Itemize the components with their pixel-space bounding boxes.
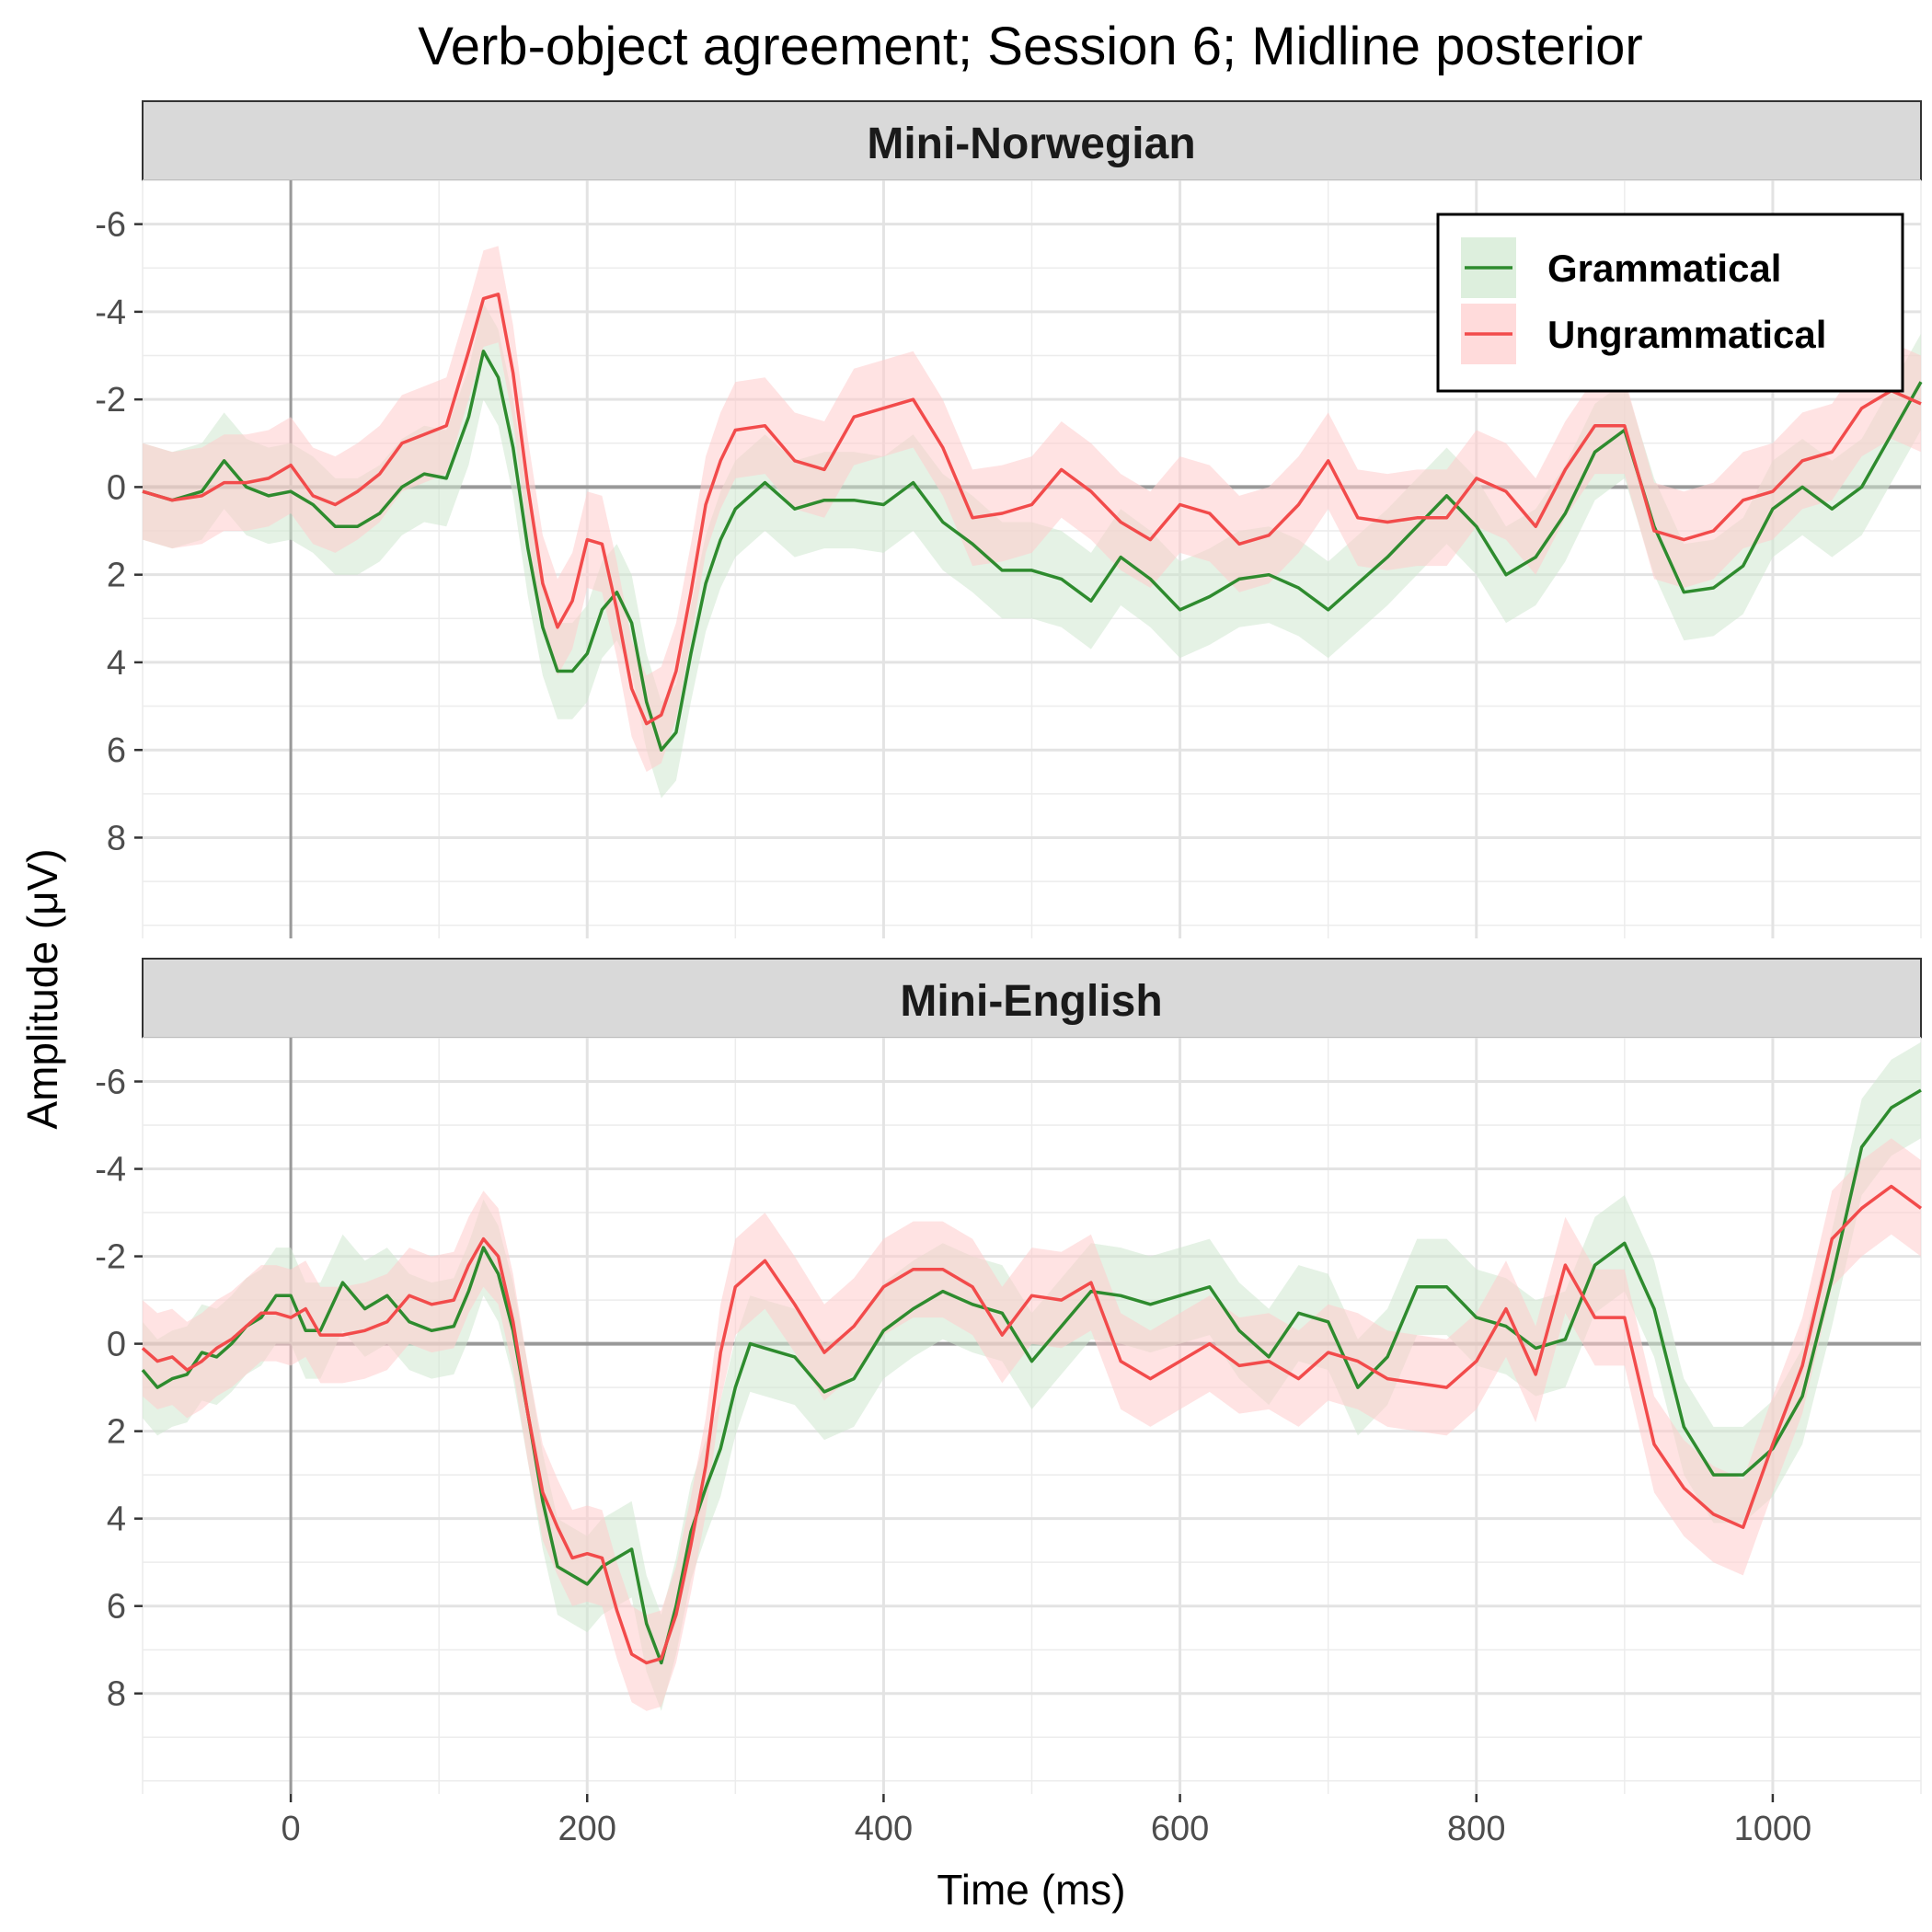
y-tick-label: -6	[95, 1064, 126, 1102]
ci-band-ungrammatical	[143, 1138, 1921, 1711]
strip-norwegian	[142, 100, 1922, 181]
lines-english	[141, 1088, 1923, 1665]
y-tick-label: -2	[95, 1238, 126, 1277]
strip-label-norwegian: Mini-Norwegian	[867, 120, 1195, 168]
y-tick-label: 4	[107, 644, 126, 683]
y-ticks-norwegian: -6 -4 -2 0 2 4 6 8	[95, 206, 143, 857]
y-axis-title: Amplitude (μV)	[18, 848, 66, 1129]
y-tick-label: 2	[107, 557, 126, 595]
x-tick-label: 0	[282, 1810, 301, 1848]
bands-english	[143, 1041, 1921, 1711]
y-tick-label: 6	[107, 731, 126, 770]
strip-label-english: Mini-English	[900, 977, 1162, 1026]
lines-norwegian	[142, 293, 1923, 752]
y-tick-label: -4	[95, 293, 126, 332]
x-tick-label: 600	[1151, 1810, 1209, 1848]
y-tick-label: 0	[107, 1326, 126, 1364]
series-line-ungrammatical	[142, 293, 1922, 726]
y-tick-label: 4	[107, 1501, 126, 1539]
strip-english	[142, 958, 1922, 1039]
y-tick-label: -2	[95, 381, 126, 420]
panel-english: Mini-English -6 -4 -2 0 2 4 6 8	[95, 958, 1923, 1794]
chart-title: Verb-object agreement; Session 6; Midlin…	[418, 17, 1642, 76]
x-axis-title: Time (ms)	[937, 1866, 1125, 1914]
legend-label-grammatical: Grammatical	[1547, 247, 1781, 290]
x-tick-label: 400	[855, 1810, 913, 1848]
y-tick-label: 8	[107, 819, 126, 857]
y-ticks-english: -6 -4 -2 0 2 4 6 8	[95, 1064, 143, 1714]
ci-band-ungrammatical	[143, 246, 1921, 772]
x-tick-label: 200	[558, 1810, 616, 1848]
x-tick-label: 800	[1447, 1810, 1505, 1848]
series-line-ungrammatical	[141, 1184, 1923, 1665]
panel-norwegian: Mini-Norwegian -6 -4 -2 0 2 4 6 8	[95, 100, 1923, 938]
legend-label-ungrammatical: Ungrammatical	[1547, 313, 1826, 356]
bands-norwegian	[143, 246, 1921, 799]
series-line-grammatical	[142, 350, 1923, 752]
y-tick-label: -4	[95, 1151, 126, 1190]
x-ticks: 0 200 400 600 800 1000	[282, 1794, 1812, 1848]
series-line-grammatical	[141, 1088, 1922, 1665]
y-tick-label: 8	[107, 1675, 126, 1714]
y-tick-label: 0	[107, 468, 126, 507]
y-tick-label: 6	[107, 1588, 126, 1627]
y-tick-label: 2	[107, 1413, 126, 1452]
x-tick-label: 1000	[1734, 1810, 1812, 1848]
y-tick-label: -6	[95, 206, 126, 245]
legend: Grammatical Ungrammatical	[1436, 213, 1904, 393]
